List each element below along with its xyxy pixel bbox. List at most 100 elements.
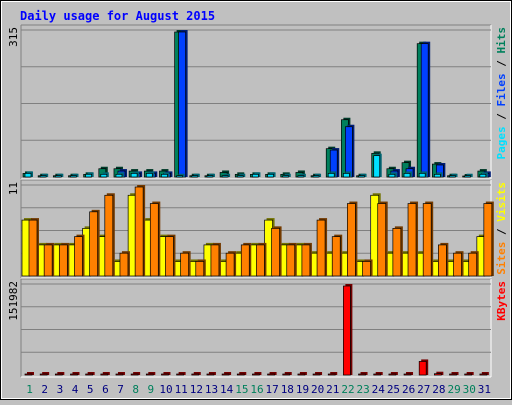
panel-kbytes-bar-kbytes-day-15-shadow [239, 372, 247, 375]
panel-visits_sites-bar-sites-day-18 [286, 242, 297, 277]
panel-kbytes-legend: KBytes [495, 281, 508, 321]
panel-visits_sites-bar-sites-day-5-face [89, 211, 98, 277]
panel-hits_files_pages-bar-pages-day-16 [252, 172, 261, 178]
x-tick-label-day-6: 6 [102, 383, 109, 396]
panel-visits_sites-bar-sites-day-17 [271, 226, 282, 277]
panel-hits_files_pages-bar-pages-day-30-face [464, 175, 472, 178]
panel-hits_files_pages-bar-pages-day-21-face [327, 173, 335, 178]
panel-visits_sites-bar-sites-day-12 [195, 259, 206, 277]
panel-hits_files_pages-bar-pages-day-21 [327, 171, 337, 178]
panel-visits_sites-bar-sites-day-30 [468, 251, 479, 277]
panel-kbytes-bar-kbytes-day-13-face [206, 373, 215, 376]
panel-visits_sites-bar-sites-day-4 [74, 234, 85, 277]
x-tick-label-day-19: 19 [296, 383, 309, 396]
panel-hits_files_pages-bar-pages-day-4 [70, 173, 79, 178]
panel-hits_files_pages-bar-pages-day-22 [343, 171, 352, 178]
x-tick-label-day-8: 8 [132, 383, 139, 396]
panel-visits_sites-bar-sites-day-17-face [271, 228, 280, 277]
panel-hits_files_pages-bar-pages-day-11-shadow [178, 173, 185, 177]
panel-visits_sites-bar-sites-day-19 [301, 242, 312, 277]
panel-hits_files_pages-ymax-label: 315 [7, 27, 20, 47]
panel-hits_files_pages-bar-pages-day-13 [206, 173, 215, 178]
panel-kbytes-bar-kbytes-day-19-shadow [299, 372, 307, 375]
panel-visits_sites-bar-sites-day-6-face [104, 194, 114, 277]
panel-visits_sites-bar-sites-day-2-face [43, 244, 53, 277]
panel-kbytes-bar-kbytes-day-9 [145, 372, 156, 376]
panel-hits_files_pages-bar-pages-day-27 [418, 171, 428, 178]
panel-hits_files_pages-bar-pages-day-6-face [100, 173, 108, 178]
panel-kbytes-bar-kbytes-day-7-shadow [117, 372, 125, 375]
panel-hits_files_pages-bar-pages-day-20-shadow [315, 173, 322, 177]
panel-kbytes-legend-kbytes: KBytes [495, 281, 508, 321]
panel-hits_files_pages-bar-pages-day-14-face [221, 175, 229, 178]
panel-kbytes-bar-kbytes-day-25-shadow [390, 372, 398, 375]
panel-visits_sites-bar-sites-day-24 [377, 201, 388, 277]
panel-kbytes-bar-kbytes-day-12 [191, 372, 201, 376]
panel-visits_sites-bar-sites-day-27-face [422, 203, 432, 277]
panel-visits_sites-bar-sites-day-22 [347, 201, 358, 277]
panel-hits_files_pages-bar-pages-day-26-face [403, 173, 411, 178]
panel-kbytes-bar-kbytes-day-20-face [312, 373, 321, 376]
x-tick-label-day-30: 30 [463, 383, 476, 396]
panel-hits_files_pages-bar-pages-day-15 [236, 173, 246, 178]
x-tick-label-day-25: 25 [387, 383, 400, 396]
panel-hits_files_pages-bar-pages-day-13-face [206, 175, 214, 178]
panel-hits_files_pages-bar-pages-day-1 [24, 171, 33, 178]
panel-kbytes-bar-kbytes-day-19-face [297, 373, 306, 376]
panel-visits_sites-bar-sites-day-21-face [331, 236, 341, 277]
panel-visits_sites-bar-sites-day-10-face [165, 236, 174, 277]
panel-kbytes-bar-kbytes-day-28-face [434, 373, 442, 376]
panel-kbytes-bar-kbytes-day-13 [206, 372, 216, 376]
panel-kbytes-bar-kbytes-day-16-shadow [254, 372, 262, 375]
panel-hits_files_pages-bar-pages-day-17-face [267, 173, 274, 178]
panel-visits_sites-bar-sites-day-22-face [347, 203, 356, 277]
panel-hits_files_pages-bar-pages-day-4-shadow [72, 173, 79, 177]
panel-hits_files_pages-bar-files-day-27 [420, 41, 431, 178]
panel-kbytes-ymax-label: 151982 [7, 281, 20, 321]
panel-kbytes-bar-kbytes-day-23-shadow [360, 372, 368, 375]
panel-hits_files_pages-bar-pages-day-8-face [130, 173, 138, 178]
x-tick-label-day-23: 23 [357, 383, 370, 396]
panel-hits_files_pages-bar-pages-day-9-face [145, 173, 153, 178]
panel-kbytes-bar-kbytes-day-4-shadow [72, 372, 80, 375]
panel-kbytes-bar-kbytes-day-30 [464, 372, 474, 376]
panel-visits_sites-bar-sites-day-7-face [119, 252, 129, 277]
panel-hits_files_pages-bar-pages-day-20-face [312, 175, 320, 178]
x-tick-label-day-4: 4 [72, 383, 79, 396]
panel-hits_files_pages-bg [21, 25, 491, 179]
panel-hits_files_pages-bar-files-day-22 [345, 124, 355, 178]
panel-hits_files_pages-legend: Pages / Files / Hits [495, 27, 508, 160]
panel-hits_files_pages-bar-pages-day-23 [358, 173, 367, 178]
panel-hits_files_pages-bar-pages-day-3 [54, 173, 64, 178]
panel-hits_files_pages-bar-files-day-22-face [345, 126, 353, 178]
outer-highlight [1, 1, 511, 399]
panel-hits_files_pages-bar-pages-day-5 [85, 172, 94, 178]
panel-kbytes-bar-kbytes-day-22 [343, 284, 353, 376]
panel-kbytes-bar-kbytes-day-4 [70, 372, 80, 376]
panel-hits_files_pages-bar-pages-day-2-face [39, 175, 47, 178]
panel-hits_files_pages-bar-pages-day-23-shadow [360, 173, 367, 177]
panel-hits_files_pages-bar-pages-day-12 [191, 173, 200, 178]
panel-hits_files_pages-bar-pages-day-24-face [373, 155, 381, 178]
panel-hits_files_pages-bar-pages-day-3-face [54, 175, 62, 178]
panel-kbytes-bar-kbytes-day-6-shadow [102, 372, 110, 375]
panel-hits_files_pages-bar-pages-day-30-shadow [466, 173, 473, 177]
chart-title: Daily usage for August 2015 [20, 9, 215, 23]
panel-hits_files_pages-bar-pages-day-18-shadow [284, 173, 291, 177]
x-tick-label-day-29: 29 [447, 383, 460, 396]
panel-visits_sites-bar-sites-day-13 [210, 242, 221, 277]
panel-visits_sites-bar-sites-day-16-face [256, 244, 265, 277]
x-tick-label-day-13: 13 [205, 383, 218, 396]
x-tick-label-day-20: 20 [311, 383, 324, 396]
panel-visits_sites-bar-sites-day-30-face [468, 252, 478, 277]
panel-kbytes-bar-kbytes-day-29 [449, 372, 459, 376]
panel-hits_files_pages-legend-pages: Pages [495, 126, 508, 159]
panel-kbytes-bar-kbytes-day-20 [312, 372, 323, 376]
panel-kbytes-bar-kbytes-day-2-shadow [42, 372, 50, 375]
panel-visits_sites-bar-sites-day-25-face [392, 228, 402, 277]
panel-visits_sites-bar-sites-day-11-face [180, 252, 189, 277]
panel-hits_files_pages-bar-pages-day-25 [388, 172, 397, 178]
x-tick-label-day-15: 15 [235, 383, 248, 396]
panel-hits_files_pages-legend-separator: / [495, 54, 508, 74]
panel-kbytes-bar-kbytes-day-1-shadow [27, 372, 34, 375]
